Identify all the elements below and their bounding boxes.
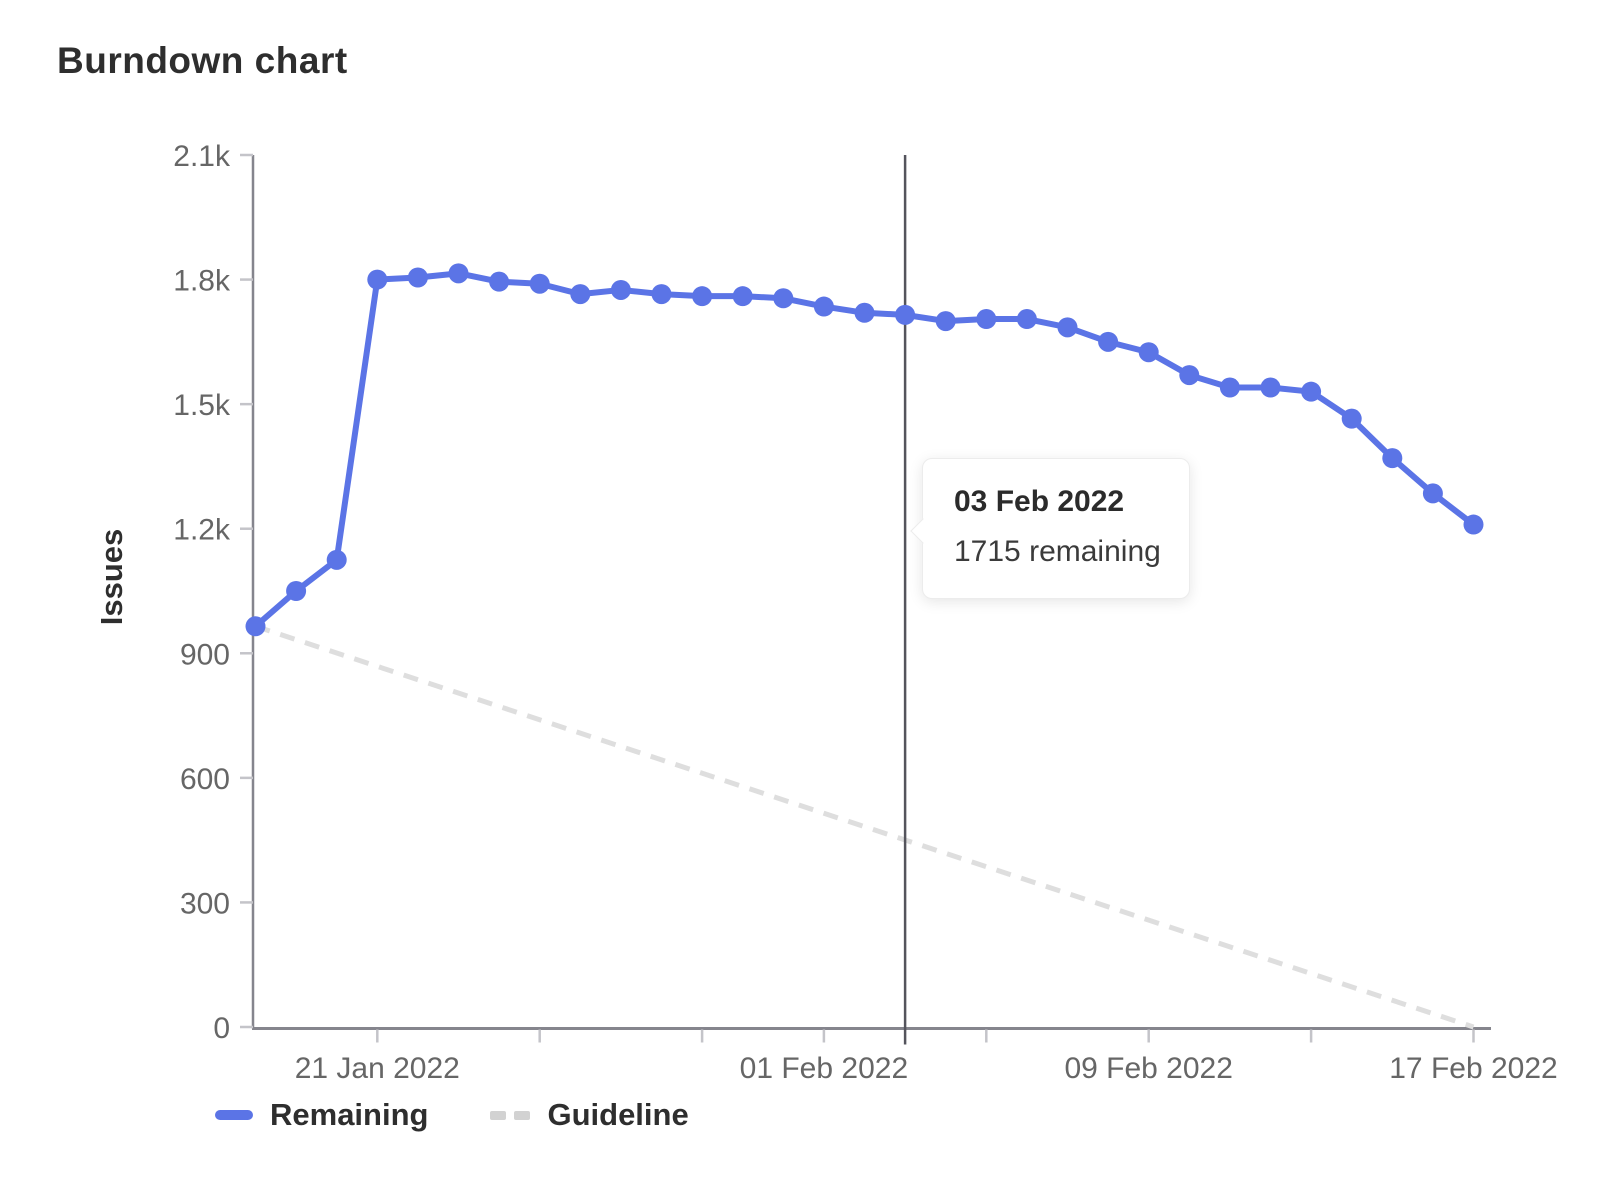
x-axis-tick-label: 17 Feb 2022: [1389, 1052, 1557, 1085]
page-title: Burndown chart: [57, 40, 348, 81]
chart-legend: Remaining Guideline: [215, 1097, 689, 1133]
remaining-data-point[interactable]: [692, 286, 713, 307]
remaining-data-point[interactable]: [1301, 381, 1322, 402]
remaining-data-point[interactable]: [935, 311, 956, 332]
remaining-data-point[interactable]: [1098, 331, 1119, 352]
x-axis-tick-label: 01 Feb 2022: [740, 1052, 908, 1085]
y-axis-tick-label: 1.5k: [173, 389, 231, 422]
remaining-data-point[interactable]: [1422, 483, 1443, 504]
remaining-data-point[interactable]: [1016, 309, 1037, 330]
remaining-series-line: [252, 270, 1477, 630]
remaining-data-point[interactable]: [570, 284, 591, 305]
remaining-line-swatch-icon: [215, 1110, 253, 1120]
remaining-data-point[interactable]: [367, 269, 388, 290]
guideline-dash-swatch-icon: [490, 1110, 531, 1120]
y-axis-tick-label: 0: [213, 1012, 230, 1045]
guideline-series-line: [254, 623, 1475, 1030]
remaining-data-point[interactable]: [529, 273, 550, 294]
legend-entry-guideline[interactable]: Guideline: [490, 1097, 689, 1133]
remaining-data-point[interactable]: [773, 288, 794, 309]
y-axis-title: Issues: [94, 528, 129, 626]
y-axis-tick-label: 1.8k: [173, 265, 231, 298]
y-axis-tick-label: 300: [180, 887, 230, 920]
remaining-data-point[interactable]: [813, 296, 834, 317]
legend-entry-remaining[interactable]: Remaining: [215, 1097, 428, 1133]
remaining-data-point[interactable]: [407, 267, 428, 288]
remaining-data-point[interactable]: [245, 616, 266, 637]
remaining-data-point[interactable]: [1341, 408, 1362, 429]
y-axis-tick-label: 900: [180, 638, 230, 671]
remaining-data-point[interactable]: [1260, 377, 1281, 398]
remaining-data-point[interactable]: [1057, 317, 1078, 338]
tooltip-date: 03 Feb 2022: [954, 485, 1125, 518]
y-axis-tick-label: 2.1k: [173, 140, 231, 173]
remaining-data-point[interactable]: [1138, 342, 1159, 363]
tooltip-value: 1715 remaining: [954, 535, 1161, 568]
remaining-data-point[interactable]: [1382, 448, 1403, 469]
remaining-data-point[interactable]: [1219, 377, 1240, 398]
x-axis-tick-label: 09 Feb 2022: [1064, 1052, 1232, 1085]
legend-label-remaining: Remaining: [270, 1097, 429, 1132]
remaining-data-point[interactable]: [976, 309, 997, 330]
remaining-data-point[interactable]: [448, 263, 469, 284]
remaining-data-point[interactable]: [854, 302, 875, 323]
remaining-data-point[interactable]: [286, 581, 307, 601]
remaining-data-point[interactable]: [610, 279, 631, 300]
remaining-data-point[interactable]: [651, 284, 672, 305]
y-axis-tick-label: 600: [180, 763, 230, 796]
remaining-data-point[interactable]: [489, 271, 510, 292]
remaining-data-point[interactable]: [326, 549, 347, 570]
remaining-data-point[interactable]: [1179, 365, 1200, 386]
chart-tooltip: 03 Feb 2022 1715 remaining: [910, 458, 1190, 599]
remaining-data-point[interactable]: [895, 304, 916, 325]
y-axis-tick-label: 1.2k: [173, 514, 231, 547]
remaining-data-point[interactable]: [1463, 514, 1484, 535]
remaining-data-point[interactable]: [732, 286, 753, 307]
legend-label-guideline: Guideline: [547, 1097, 689, 1132]
x-axis-tick-label: 21 Jan 2022: [295, 1052, 460, 1085]
